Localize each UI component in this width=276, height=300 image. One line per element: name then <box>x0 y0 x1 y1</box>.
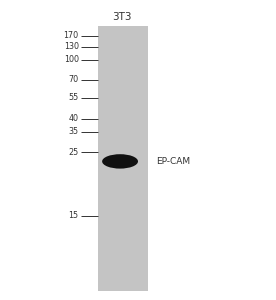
Text: 70: 70 <box>68 75 79 84</box>
Text: 40: 40 <box>69 114 79 123</box>
Text: 130: 130 <box>64 42 79 51</box>
Ellipse shape <box>102 154 138 169</box>
Text: 25: 25 <box>68 148 79 157</box>
Text: 3T3: 3T3 <box>112 11 131 22</box>
Text: 55: 55 <box>68 93 79 102</box>
Bar <box>98 26 148 291</box>
Text: 100: 100 <box>64 56 79 64</box>
Text: 35: 35 <box>68 128 79 136</box>
Text: EP-CAM: EP-CAM <box>156 157 190 166</box>
Text: 170: 170 <box>63 32 79 40</box>
Text: 15: 15 <box>68 212 79 220</box>
